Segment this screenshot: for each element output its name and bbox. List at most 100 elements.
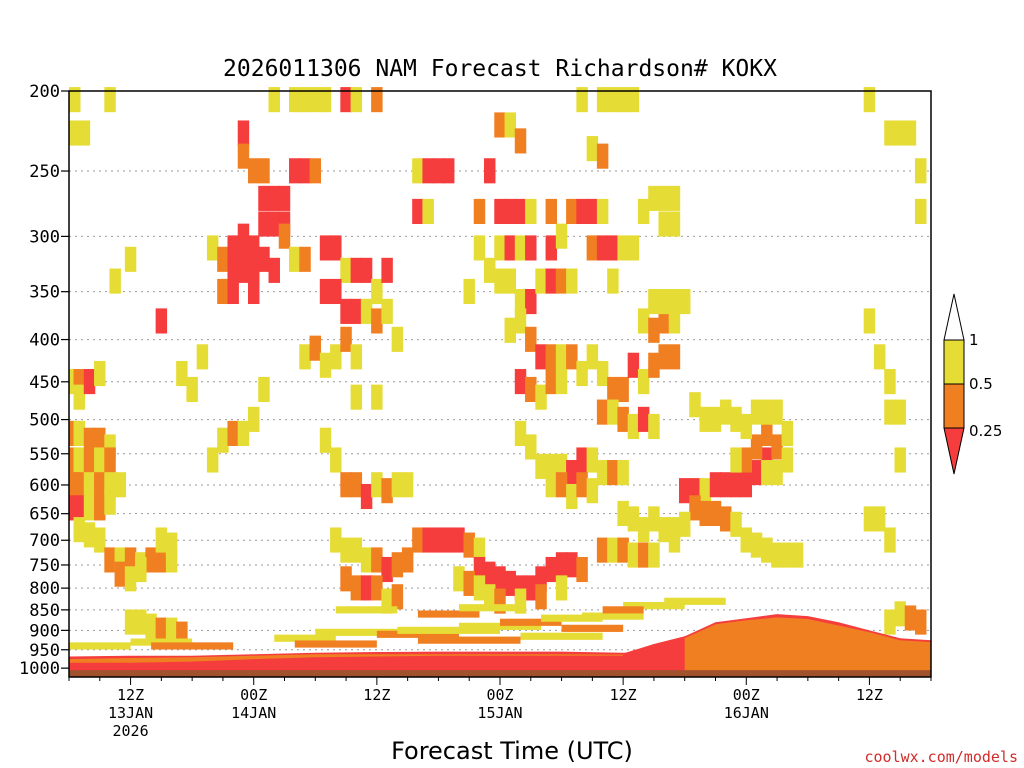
cell-223 (586, 344, 599, 370)
cell-268 (596, 537, 609, 563)
y-tick-label-200: 200 (29, 82, 60, 102)
cell-110 (340, 298, 352, 324)
cell-115 (299, 344, 311, 370)
cell-109 (330, 278, 342, 305)
cell-166 (504, 112, 516, 138)
x-tick-label-1-0: 00Z (240, 686, 267, 704)
cell-113 (371, 308, 383, 334)
cell-4 (109, 268, 121, 294)
cell-105 (360, 257, 373, 283)
legend-bin-below-0.25 (943, 427, 965, 475)
cell-206 (658, 185, 670, 211)
cell-43 (135, 556, 147, 583)
cell-111 (350, 298, 363, 324)
cell-335 (894, 120, 906, 146)
cell-93 (268, 87, 280, 113)
cell-187 (566, 198, 578, 224)
cell-195 (627, 235, 640, 261)
cell-138 (381, 556, 393, 583)
cell-309 (740, 447, 753, 473)
band-4 (294, 640, 377, 648)
cell-249 (545, 453, 558, 479)
y-tick-label-950: 950 (29, 641, 60, 661)
cell-34 (104, 547, 116, 573)
cell-182 (555, 268, 568, 294)
legend-bin-above-1 (943, 293, 965, 341)
cell-266 (658, 517, 670, 543)
cell-29 (94, 495, 106, 521)
cell-256 (566, 483, 578, 510)
cell-342 (884, 399, 896, 425)
y-tick-label-600: 600 (29, 476, 60, 496)
cell-339 (863, 308, 876, 334)
cell-257 (576, 472, 588, 498)
cell-211 (514, 308, 527, 334)
x-tick-label-0-2: 2026 (113, 722, 149, 740)
cell-327 (740, 527, 753, 553)
x-tick-label-6-0: 12Z (856, 686, 883, 704)
cell-201 (627, 87, 640, 113)
y-tick-label-300: 300 (29, 227, 60, 247)
cell-66 (258, 185, 270, 211)
cell-137 (371, 547, 383, 573)
cell-262 (617, 500, 629, 527)
cell-22 (83, 472, 96, 498)
cell-56 (196, 344, 209, 370)
cell-54 (176, 360, 188, 387)
band-7 (397, 626, 500, 634)
cell-169 (504, 198, 516, 224)
cell-184 (545, 198, 558, 224)
cell-337 (915, 198, 927, 224)
cell-57 (206, 235, 219, 261)
ground-layer (69, 670, 931, 677)
x-tick-label-0-0: 12Z (117, 686, 144, 704)
cell-205 (648, 185, 660, 211)
cell-1 (69, 120, 81, 146)
cell-289 (494, 588, 506, 614)
cell-102 (330, 235, 342, 261)
cell-274 (473, 556, 486, 583)
cell-127 (350, 472, 363, 498)
x-tick-label-4-0: 12Z (610, 686, 637, 704)
cell-283 (566, 552, 578, 578)
cell-47 (135, 609, 147, 635)
cell-330 (771, 542, 783, 568)
cell-318 (740, 413, 753, 440)
cell-294 (689, 478, 701, 504)
y-tick-label-700: 700 (29, 531, 60, 551)
cell-341 (884, 369, 896, 395)
cell-96 (309, 87, 322, 113)
cell-21 (73, 472, 85, 498)
legend-bin-0.5-1 (943, 339, 965, 385)
cell-200 (617, 87, 629, 113)
cell-7 (73, 384, 85, 410)
cell-225 (607, 376, 619, 403)
cell-229 (648, 352, 660, 378)
cell-293 (678, 478, 691, 504)
x-tick-label-5-1: 16JAN (724, 704, 769, 722)
cell-18 (94, 447, 106, 473)
cell-351 (884, 609, 896, 635)
cell-240 (596, 399, 609, 425)
cell-328 (750, 532, 763, 558)
cell-345 (863, 506, 876, 532)
cell-350 (915, 609, 927, 635)
cell-241 (607, 399, 619, 425)
cell-194 (617, 235, 629, 261)
cell-183 (566, 268, 578, 294)
layer-4 (684, 617, 931, 677)
cell-32 (83, 522, 96, 548)
cell-116 (309, 335, 322, 361)
cell-145 (453, 527, 465, 553)
cell-126 (340, 472, 352, 498)
cell-228 (637, 369, 650, 395)
cell-8 (83, 369, 96, 395)
cell-246 (514, 420, 527, 446)
cell-12 (83, 427, 96, 453)
cell-88 (258, 376, 270, 403)
cell-135 (350, 537, 363, 563)
cell-14 (104, 434, 116, 460)
cell-349 (904, 605, 917, 631)
band-11 (520, 632, 603, 640)
cell-190 (596, 198, 609, 224)
